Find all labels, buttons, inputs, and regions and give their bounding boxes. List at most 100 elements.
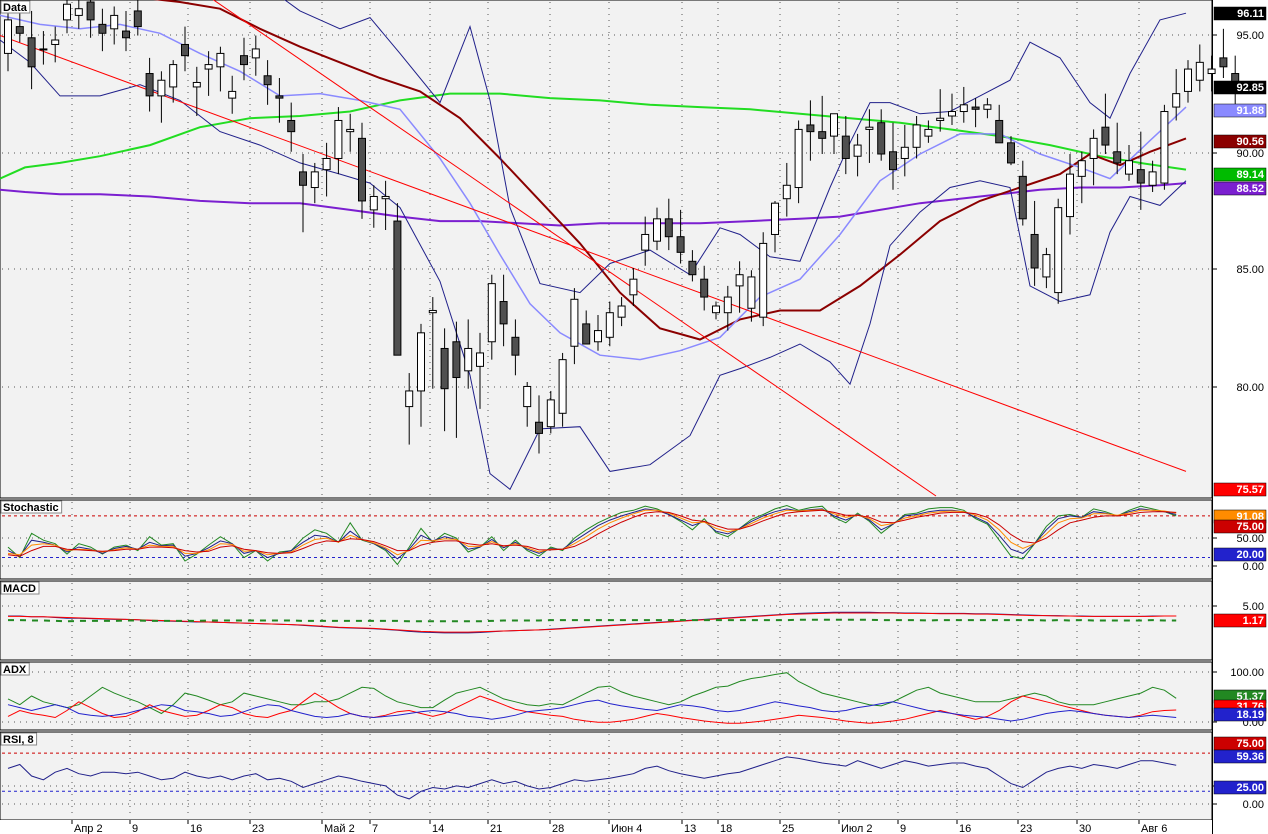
- price-series-5: [0, 39, 1187, 491]
- candle: [181, 26, 189, 72]
- candle: [346, 113, 355, 152]
- svg-text:90.56: 90.56: [1236, 136, 1264, 148]
- candle: [240, 37, 248, 81]
- rsi-value-badge: 75.00: [1213, 736, 1267, 751]
- candle: [27, 10, 36, 90]
- price-y-tick-label: 90.00: [1236, 148, 1264, 160]
- candle: [1219, 28, 1228, 78]
- candle: [1101, 93, 1110, 154]
- x-tick-label: Июн 4: [611, 823, 642, 834]
- price-y-tick-label: 85.00: [1236, 264, 1264, 276]
- candle-body: [240, 55, 248, 66]
- candle: [983, 98, 992, 119]
- candle: [1148, 160, 1157, 192]
- svg-text:96.11: 96.11: [1237, 8, 1264, 20]
- candle: [877, 109, 886, 161]
- x-tick-label: 9: [900, 823, 906, 834]
- price-value-badge: 88.52: [1213, 181, 1267, 196]
- candle-body: [39, 48, 48, 51]
- candle: [570, 288, 579, 365]
- candle: [546, 390, 555, 434]
- grid-layer: [2, 2, 1210, 818]
- svg-text:75.00: 75.00: [1236, 738, 1264, 750]
- svg-text:18.19: 18.19: [1236, 709, 1264, 721]
- candle-body: [452, 341, 461, 379]
- candle-body: [369, 195, 378, 211]
- svg-text:MACD: MACD: [3, 583, 36, 595]
- price-series-7: [212, 0, 937, 497]
- candle-body: [1101, 126, 1110, 146]
- candle: [759, 232, 768, 327]
- stochastic-panel-title: Stochastic: [0, 500, 63, 514]
- badge-layer: 96.1192.8591.8890.5689.1488.5275.5791.08…: [1213, 6, 1267, 795]
- candle: [1018, 160, 1027, 226]
- rsi-value-badge: 59.36: [1213, 749, 1267, 764]
- candle-body: [1054, 207, 1063, 294]
- candle-body: [629, 278, 638, 296]
- candle-body: [723, 296, 732, 314]
- candle: [122, 10, 130, 52]
- svg-text:59.36: 59.36: [1236, 751, 1264, 763]
- candle-body: [664, 218, 673, 238]
- x-tick-label: 16: [190, 823, 202, 834]
- rsi-series-0: [7, 756, 1177, 800]
- macd-series-2: [8, 618, 1177, 623]
- candle-body: [747, 276, 756, 309]
- adx-y-tick-label: 100.00: [1230, 667, 1264, 679]
- adx-panel: [0, 661, 1213, 731]
- candle: [1125, 145, 1133, 181]
- candle-body: [1207, 68, 1216, 75]
- stochastic-series-0: [7, 504, 1177, 566]
- candle-body: [735, 274, 744, 287]
- candle-body: [1007, 142, 1015, 164]
- price-value-badge: 89.14: [1213, 167, 1267, 182]
- candle: [841, 116, 850, 175]
- rsi-y-tick-label: 0.00: [1243, 799, 1264, 811]
- candle: [582, 310, 591, 345]
- candle-body: [900, 146, 909, 159]
- candle: [723, 285, 732, 331]
- candle-body: [51, 39, 60, 45]
- candle-body: [4, 19, 12, 54]
- candle: [440, 328, 449, 432]
- candle-body: [712, 305, 720, 314]
- x-tick-label: Авг 6: [1141, 823, 1167, 834]
- candle: [617, 297, 626, 327]
- candle: [110, 6, 119, 45]
- candle-body: [299, 171, 307, 186]
- candle-body: [782, 184, 791, 200]
- candle-body: [1030, 233, 1039, 269]
- candle: [889, 122, 897, 190]
- candle: [700, 265, 709, 311]
- candle-body: [936, 117, 945, 121]
- candle-body: [157, 79, 166, 97]
- candle: [936, 89, 945, 132]
- candle-layer: [4, 0, 1240, 454]
- adx-series-0: [7, 672, 1177, 715]
- candle-body: [924, 128, 933, 137]
- candle: [98, 8, 107, 52]
- candle-body: [841, 135, 850, 159]
- candle: [830, 113, 838, 154]
- candle: [688, 250, 697, 282]
- macd-y-tick-label: 5.00: [1243, 601, 1264, 613]
- x-tick-label: Апр 2: [74, 823, 103, 834]
- candle: [499, 274, 508, 347]
- candle-body: [830, 113, 838, 137]
- candle-body: [617, 305, 626, 318]
- candle: [818, 95, 827, 154]
- candle: [712, 301, 720, 320]
- svg-text:20.00: 20.00: [1236, 549, 1264, 561]
- price-series-4: [284, 0, 1187, 294]
- candle-body: [287, 119, 296, 133]
- candle: [476, 332, 484, 409]
- candle-body: [511, 336, 520, 356]
- candle-body: [794, 128, 803, 189]
- candle-body: [181, 43, 189, 57]
- candle-body: [676, 236, 685, 253]
- x-tick-label: 18: [720, 823, 732, 834]
- candle-body: [122, 30, 130, 39]
- candle-body: [110, 14, 119, 30]
- x-tick-label: Июл 2: [841, 823, 873, 834]
- candle: [1195, 44, 1204, 92]
